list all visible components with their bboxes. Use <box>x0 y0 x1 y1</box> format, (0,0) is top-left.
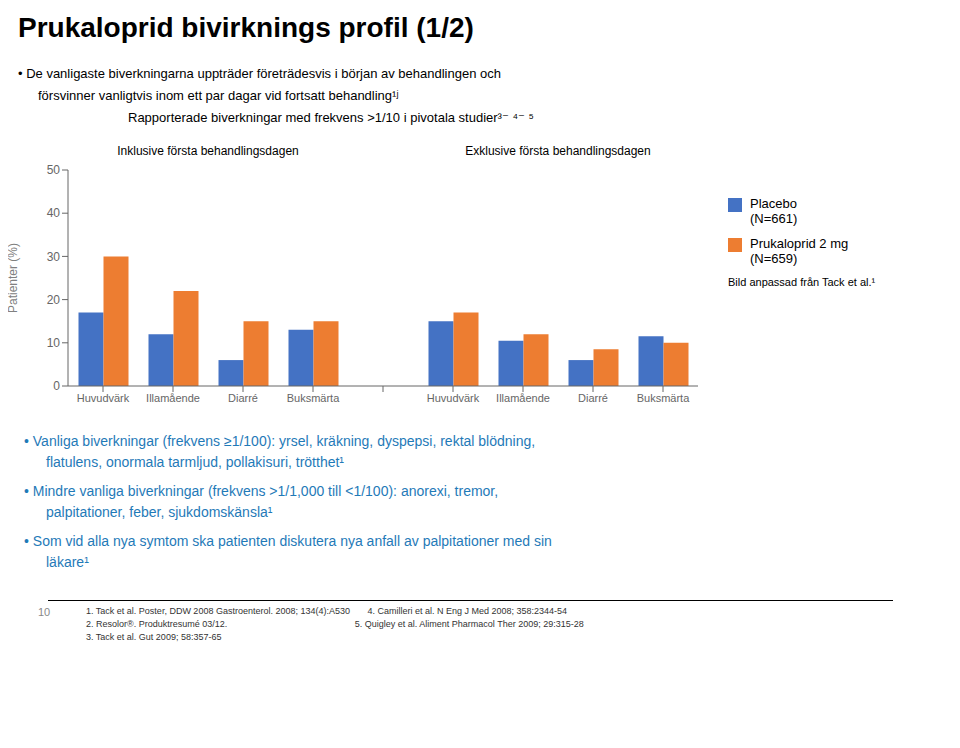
svg-text:Patienter (%): Patienter (%) <box>8 243 20 313</box>
html-text:10: 10 <box>38 606 51 618</box>
html-text:Prukaloprid bivirknings profil: Prukaloprid bivirknings profil (1/2) <box>18 12 474 43</box>
svg-text:40: 40 <box>47 206 61 220</box>
html-text:läkare¹: läkare¹ <box>46 554 89 570</box>
svg-text:Diarré: Diarré <box>578 392 608 404</box>
html-text:Placebo (N=661): Placebo (N=661) <box>750 196 798 226</box>
svg-text:10: 10 <box>47 336 61 350</box>
svg-text:Illamående: Illamående <box>146 392 200 404</box>
svg-text:50: 50 <box>47 163 61 177</box>
svg-text:Buksmärta: Buksmärta <box>637 392 690 404</box>
html-text:• De vanligaste biverkningarna: • De vanligaste biverkningarna uppträder… <box>18 66 501 81</box>
svg-text:Buksmärta: Buksmärta <box>287 392 340 404</box>
html-text:2. Resolor®. Produktresumé 03/: 2. Resolor®. Produktresumé 03/12. 5. Qui… <box>86 619 584 629</box>
svg-text:0: 0 <box>53 379 60 393</box>
html-text:Rapporterade biverkningar med: Rapporterade biverkningar med frekvens >… <box>128 110 534 125</box>
html-text:• Vanliga biverkningar (frekve: • Vanliga biverkningar (frekvens ≥1/100)… <box>24 433 536 449</box>
svg-text:30: 30 <box>47 250 61 264</box>
svg-text:Huvudvärk: Huvudvärk <box>77 392 130 404</box>
html-text:Prukaloprid 2 mg (N=659): Prukaloprid 2 mg (N=659) <box>750 236 849 266</box>
html-text:försvinner vanligtvis inom ett: försvinner vanligtvis inom ett par dagar… <box>38 88 399 103</box>
html-text:Exklusive första behandlingsda: Exklusive första behandlingsdagen <box>465 144 651 158</box>
svg-text:Illamående: Illamående <box>496 392 550 404</box>
html-text:3. Tack et al. Gut 2009; 58:35: 3. Tack et al. Gut 2009; 58:357-65 <box>86 632 222 642</box>
svg-text:Huvudvärk: Huvudvärk <box>427 392 480 404</box>
html-text:flatulens, onormala tarmljud,: flatulens, onormala tarmljud, pollakisur… <box>46 454 344 470</box>
svg-text:Diarré: Diarré <box>228 392 258 404</box>
html-text:• Mindre vanliga biverkningar: • Mindre vanliga biverkningar (frekvens … <box>24 483 499 499</box>
html-text:Inklusive första behandlingsda: Inklusive första behandlingsdagen <box>117 144 299 158</box>
html-text:palpitationer, feber, sjukdoms: palpitationer, feber, sjukdomskänsla¹ <box>46 504 273 520</box>
html-text:• Som vid alla nya symtom ska: • Som vid alla nya symtom ska patienten … <box>24 533 552 549</box>
svg-text:20: 20 <box>47 293 61 307</box>
html-text:1. Tack et al. Poster, DDW 200: 1. Tack et al. Poster, DDW 2008 Gastroen… <box>86 606 568 616</box>
html-text:Bild anpassad från Tack et al.: Bild anpassad från Tack et al.¹ <box>728 276 876 288</box>
